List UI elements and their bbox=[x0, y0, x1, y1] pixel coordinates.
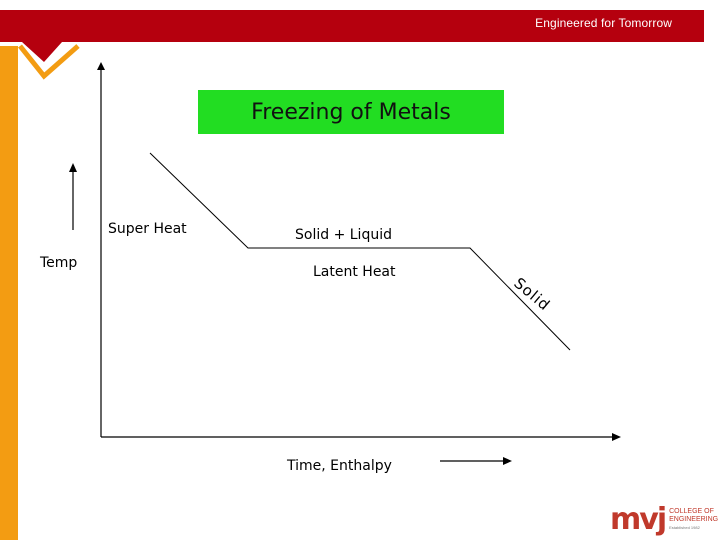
left-accent-bar bbox=[0, 46, 18, 540]
slide-title: Freezing of Metals bbox=[251, 99, 451, 125]
logo-line1: COLLEGE OF bbox=[669, 508, 714, 515]
temp-label: Temp bbox=[40, 255, 78, 271]
temp-arrow-icon bbox=[69, 163, 77, 172]
x-axis-arrowhead bbox=[612, 433, 621, 441]
cooling-curve bbox=[149, 152, 571, 351]
logo-text: COLLEGE OF ENGINEERING Established 1982 bbox=[669, 508, 718, 532]
logo-line3: Established 1982 bbox=[669, 525, 700, 530]
orange-accent bbox=[18, 44, 80, 80]
slide-title-box: Freezing of Metals bbox=[198, 90, 504, 134]
header-banner bbox=[0, 10, 704, 62]
solid-liquid-label: Solid + Liquid bbox=[295, 227, 392, 243]
y-axis-arrowhead bbox=[97, 62, 105, 70]
time-enthalpy-label: Time, Enthalpy bbox=[287, 458, 392, 474]
logo-mark: mvj bbox=[610, 502, 667, 537]
latent-heat-label: Latent Heat bbox=[313, 264, 396, 280]
logo-line2: ENGINEERING bbox=[669, 516, 719, 523]
college-logo: mvj COLLEGE OF ENGINEERING Established 1… bbox=[610, 505, 718, 535]
time-arrow-icon bbox=[503, 457, 512, 465]
superheat-label: Super Heat bbox=[108, 221, 187, 237]
header-tagline: Engineered for Tomorrow bbox=[535, 16, 672, 30]
